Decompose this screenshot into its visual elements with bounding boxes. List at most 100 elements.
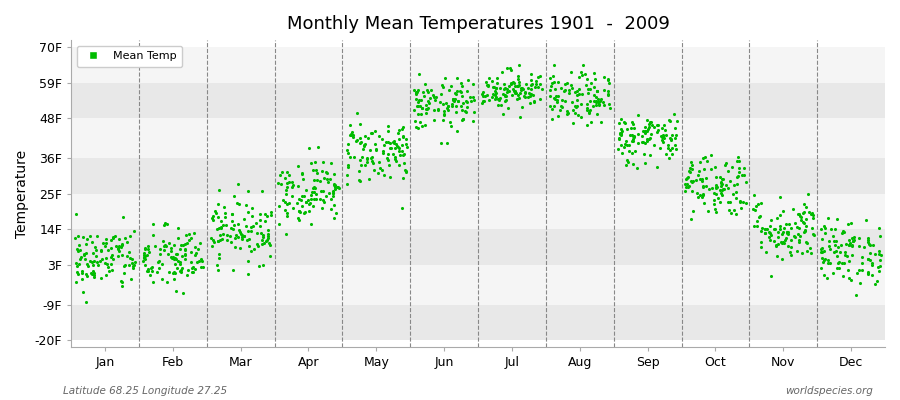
Point bbox=[651, 127, 665, 134]
Point bbox=[230, 200, 244, 206]
Point bbox=[120, 253, 134, 259]
Point bbox=[761, 234, 776, 240]
Point bbox=[723, 198, 737, 205]
Point bbox=[774, 238, 788, 245]
Point bbox=[436, 117, 450, 123]
Point bbox=[138, 262, 152, 268]
Point bbox=[767, 238, 781, 244]
Point bbox=[74, 254, 88, 260]
Point bbox=[84, 270, 98, 276]
Point bbox=[125, 262, 140, 269]
Point bbox=[661, 144, 675, 151]
Point bbox=[297, 193, 311, 200]
Point bbox=[381, 151, 395, 157]
Bar bbox=[71, 82, 885, 118]
Point bbox=[832, 260, 846, 266]
Point bbox=[627, 125, 642, 131]
Point bbox=[828, 247, 842, 254]
Point bbox=[364, 130, 379, 136]
Point bbox=[532, 96, 546, 102]
Point bbox=[721, 199, 735, 205]
Point bbox=[349, 136, 364, 143]
Point bbox=[692, 168, 706, 174]
Point bbox=[498, 97, 512, 104]
Point bbox=[679, 184, 693, 190]
Point bbox=[170, 265, 184, 272]
Point bbox=[85, 238, 99, 245]
Point bbox=[845, 252, 859, 258]
Point bbox=[341, 162, 356, 168]
Point bbox=[836, 273, 850, 279]
Point bbox=[589, 98, 603, 105]
Point bbox=[179, 240, 194, 246]
Point bbox=[234, 236, 248, 242]
Point bbox=[343, 122, 357, 128]
Point bbox=[583, 119, 598, 125]
Point bbox=[670, 118, 684, 124]
Point bbox=[546, 103, 561, 110]
Point bbox=[398, 166, 412, 173]
Point bbox=[322, 190, 337, 196]
Point bbox=[625, 150, 639, 156]
Point bbox=[450, 98, 464, 104]
Point bbox=[485, 78, 500, 84]
Point bbox=[442, 87, 456, 93]
Point bbox=[861, 269, 876, 275]
Point bbox=[533, 73, 547, 80]
Point bbox=[715, 192, 729, 198]
Point bbox=[584, 80, 598, 86]
Point bbox=[286, 205, 301, 212]
Point bbox=[553, 106, 567, 113]
Point bbox=[638, 130, 652, 136]
Point bbox=[499, 92, 513, 99]
Point bbox=[219, 222, 233, 228]
Point bbox=[455, 116, 470, 122]
Point bbox=[104, 237, 118, 243]
Point bbox=[158, 222, 172, 228]
Point bbox=[310, 177, 324, 184]
Point bbox=[735, 198, 750, 205]
Point bbox=[507, 80, 521, 86]
Point bbox=[445, 103, 459, 109]
Point bbox=[707, 206, 722, 212]
Point bbox=[341, 141, 356, 148]
Point bbox=[834, 260, 849, 266]
Point bbox=[572, 86, 586, 92]
Point bbox=[824, 226, 838, 232]
Point bbox=[417, 93, 431, 99]
Point bbox=[211, 262, 225, 269]
Point bbox=[436, 112, 451, 118]
Point bbox=[161, 250, 176, 257]
Point bbox=[383, 145, 398, 152]
Point bbox=[488, 95, 502, 102]
Point bbox=[448, 90, 463, 96]
Point bbox=[106, 256, 121, 262]
Point bbox=[124, 256, 139, 262]
Point bbox=[188, 244, 202, 250]
Point bbox=[377, 141, 392, 148]
Point bbox=[543, 93, 557, 100]
Point bbox=[449, 108, 464, 115]
Point bbox=[225, 211, 239, 217]
Point bbox=[862, 240, 877, 247]
Point bbox=[137, 254, 151, 260]
Point bbox=[343, 154, 357, 160]
Point bbox=[725, 164, 740, 171]
Point bbox=[845, 242, 859, 248]
Point bbox=[364, 154, 379, 160]
Point bbox=[580, 76, 594, 82]
Point bbox=[486, 91, 500, 98]
Point bbox=[449, 128, 464, 135]
Point bbox=[564, 84, 579, 91]
Point bbox=[481, 81, 495, 88]
Point bbox=[214, 224, 229, 230]
Point bbox=[322, 176, 337, 182]
Point bbox=[99, 260, 113, 267]
Point bbox=[112, 243, 126, 250]
Point bbox=[68, 234, 82, 241]
Point bbox=[374, 167, 389, 174]
Point bbox=[226, 266, 240, 273]
Point bbox=[579, 82, 593, 88]
Point bbox=[574, 69, 589, 75]
Point bbox=[259, 213, 274, 220]
